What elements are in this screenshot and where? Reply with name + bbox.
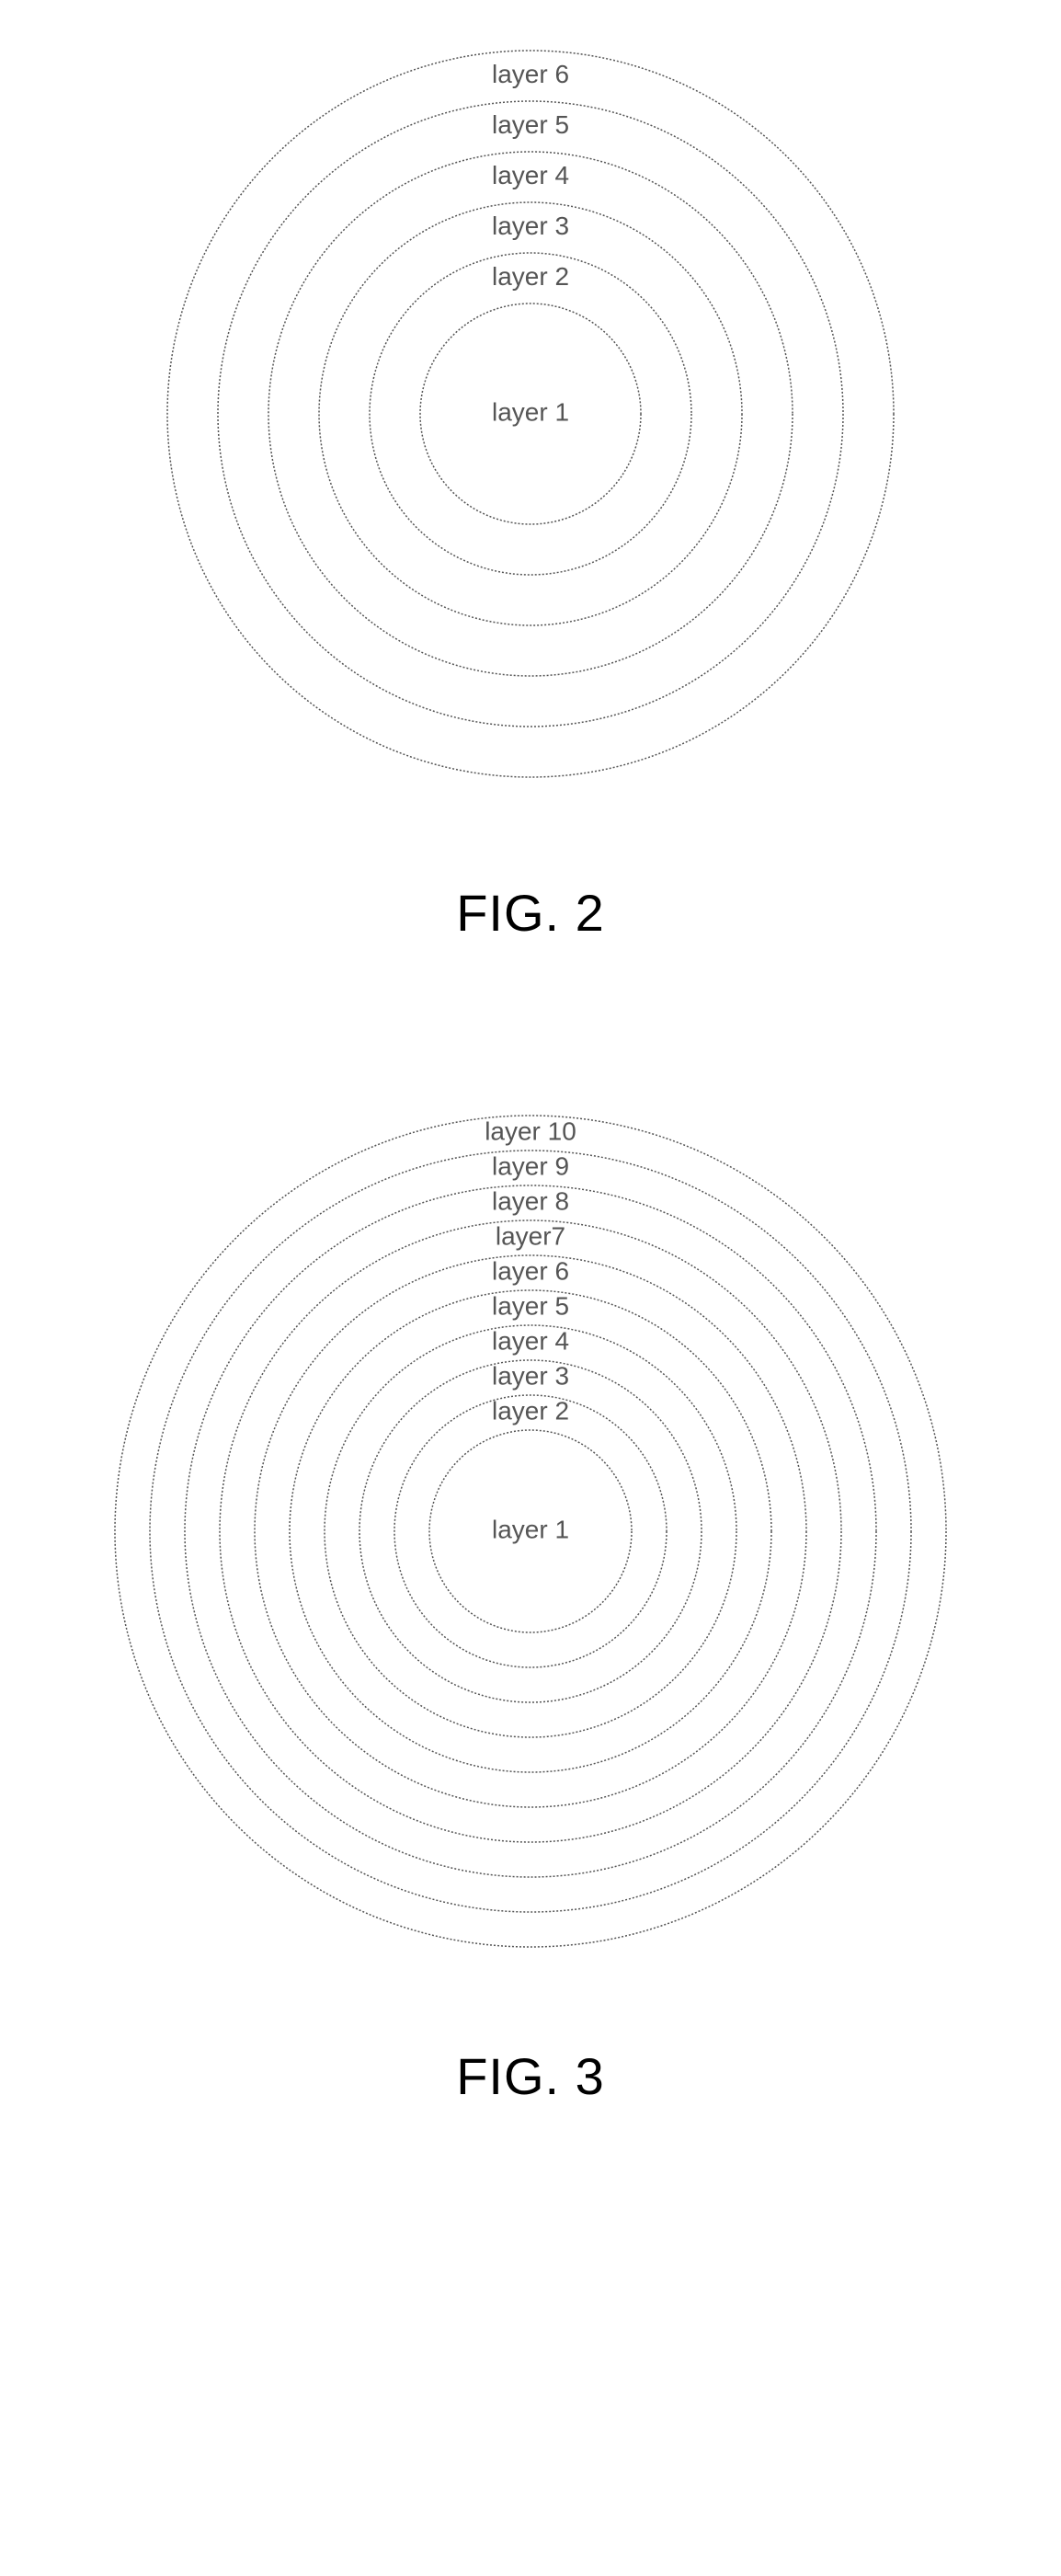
figure-3-container: layer 1 layer 2 layer 3 layer 4 layer 5 layer… — [108, 1108, 953, 2106]
figure-3-svg: layer 1 layer 2 layer 3 layer 4 layer 5 layer… — [108, 1108, 953, 1954]
layer-label-3: layer 3 — [492, 212, 569, 240]
layer-label-6: layer 6 — [492, 60, 569, 88]
layer-label-1: layer 1 — [492, 397, 569, 426]
layer-label-5: layer 5 — [492, 110, 569, 139]
figure-2-diagram: layer 1 layer 2 layer 3 layer 4 layer 5 layer… — [154, 37, 907, 791]
layer-label-2: layer 2 — [492, 262, 569, 291]
layer-label-3: layer 3 — [492, 1361, 569, 1390]
figure-3-diagram: layer 1 layer 2 layer 3 layer 4 layer 5 layer… — [108, 1108, 953, 1954]
layer-label-7: layer7 — [496, 1221, 565, 1250]
layer-label-4: layer 4 — [492, 1326, 569, 1355]
figure-2-svg: layer 1 layer 2 layer 3 layer 4 layer 5 layer… — [154, 37, 907, 791]
figure-2-caption: FIG. 2 — [456, 883, 605, 943]
figure-3-caption: FIG. 3 — [456, 2046, 605, 2106]
layer-label-2: layer 2 — [492, 1396, 569, 1425]
layer-label-6: layer 6 — [492, 1256, 569, 1285]
layer-label-4: layer 4 — [492, 161, 569, 189]
layer-label-1: layer 1 — [492, 1515, 569, 1543]
layer-label-5: layer 5 — [492, 1291, 569, 1320]
layer-label-10: layer 10 — [485, 1116, 576, 1145]
layer-label-9: layer 9 — [492, 1151, 569, 1180]
figure-2-container: layer 1 layer 2 layer 3 layer 4 layer 5 layer… — [154, 37, 907, 943]
layer-label-8: layer 8 — [492, 1186, 569, 1215]
